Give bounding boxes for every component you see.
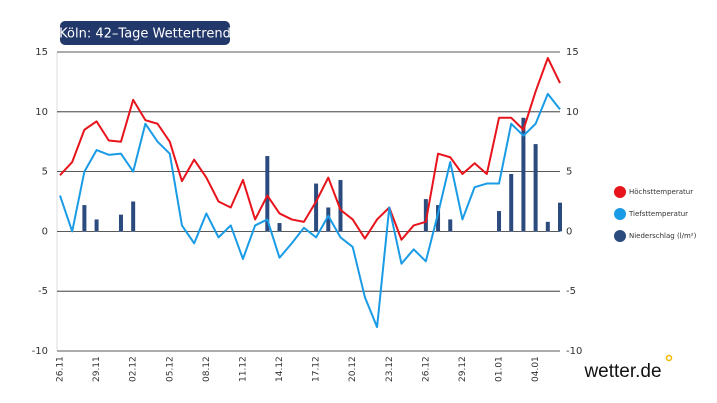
- legend-swatch: [614, 208, 626, 220]
- temp-line: [59, 56, 561, 241]
- precip-bar: [82, 205, 87, 232]
- legend-swatch: [614, 186, 626, 198]
- precip-bar: [277, 223, 282, 232]
- x-tick-label: 17.12: [312, 356, 322, 382]
- y2-tick-label: 15: [566, 47, 579, 58]
- y2-tick-label: 5: [566, 167, 572, 178]
- precip-bar: [94, 219, 99, 232]
- title-box: [60, 21, 230, 45]
- precip-bar: [118, 214, 123, 232]
- legend-label: Höchsttemperatur: [629, 188, 693, 196]
- precip-bar: [338, 179, 343, 232]
- x-tick-label: 20.12: [348, 356, 358, 382]
- x-tick-label: 05.12: [165, 356, 175, 382]
- precip-bar: [314, 183, 319, 232]
- y-tick-label: 15: [35, 47, 48, 58]
- precip-bar: [131, 201, 136, 232]
- x-tick-label: 14.12: [275, 356, 285, 382]
- precip-bar: [521, 117, 526, 232]
- x-tick-label: 08.12: [202, 356, 212, 382]
- y-tick-label: -10: [32, 346, 48, 357]
- x-tick-label: 11.12: [238, 356, 248, 382]
- x-tick-label: 26.11: [56, 356, 66, 382]
- x-tick-label: 29.11: [92, 356, 102, 382]
- precip-bar: [533, 144, 538, 232]
- chart-title: Köln: 42–Tage Wettertrend: [59, 27, 231, 42]
- x-tick-label: 02.12: [129, 356, 139, 382]
- precip-bar: [265, 156, 270, 232]
- legend-label: Tiefsttemperatur: [628, 210, 688, 218]
- brand-dot: [665, 354, 673, 362]
- x-tick-label: 04.01: [531, 356, 541, 382]
- precip-bar: [326, 207, 331, 232]
- legend-label: Niederschlag (l/m²): [629, 232, 697, 240]
- x-tick-label: 29.12: [458, 356, 468, 382]
- y-tick-label: 5: [42, 167, 48, 178]
- x-tick-label: 23.12: [385, 356, 395, 382]
- y-tick-label: 10: [35, 107, 48, 118]
- x-tick-label: 01.01: [495, 356, 505, 382]
- y-tick-label: -5: [38, 286, 48, 297]
- legend-swatch: [614, 230, 626, 242]
- y2-tick-label: 10: [566, 107, 579, 118]
- temp-line: [59, 92, 561, 329]
- precip-bar: [448, 219, 453, 232]
- precip-bar: [545, 221, 550, 232]
- y2-tick-label: -10: [566, 346, 582, 357]
- y2-tick-label: 0: [566, 226, 572, 237]
- y-tick-label: 0: [42, 226, 48, 237]
- y2-tick-label: -5: [566, 286, 576, 297]
- precip-bar: [436, 205, 441, 232]
- precip-bar: [423, 199, 428, 232]
- precip-bar: [509, 173, 514, 232]
- x-tick-label: 26.12: [421, 356, 431, 382]
- precip-bar: [497, 211, 502, 232]
- precip-bar: [558, 202, 562, 232]
- brand-logo: wetter.de: [583, 361, 661, 382]
